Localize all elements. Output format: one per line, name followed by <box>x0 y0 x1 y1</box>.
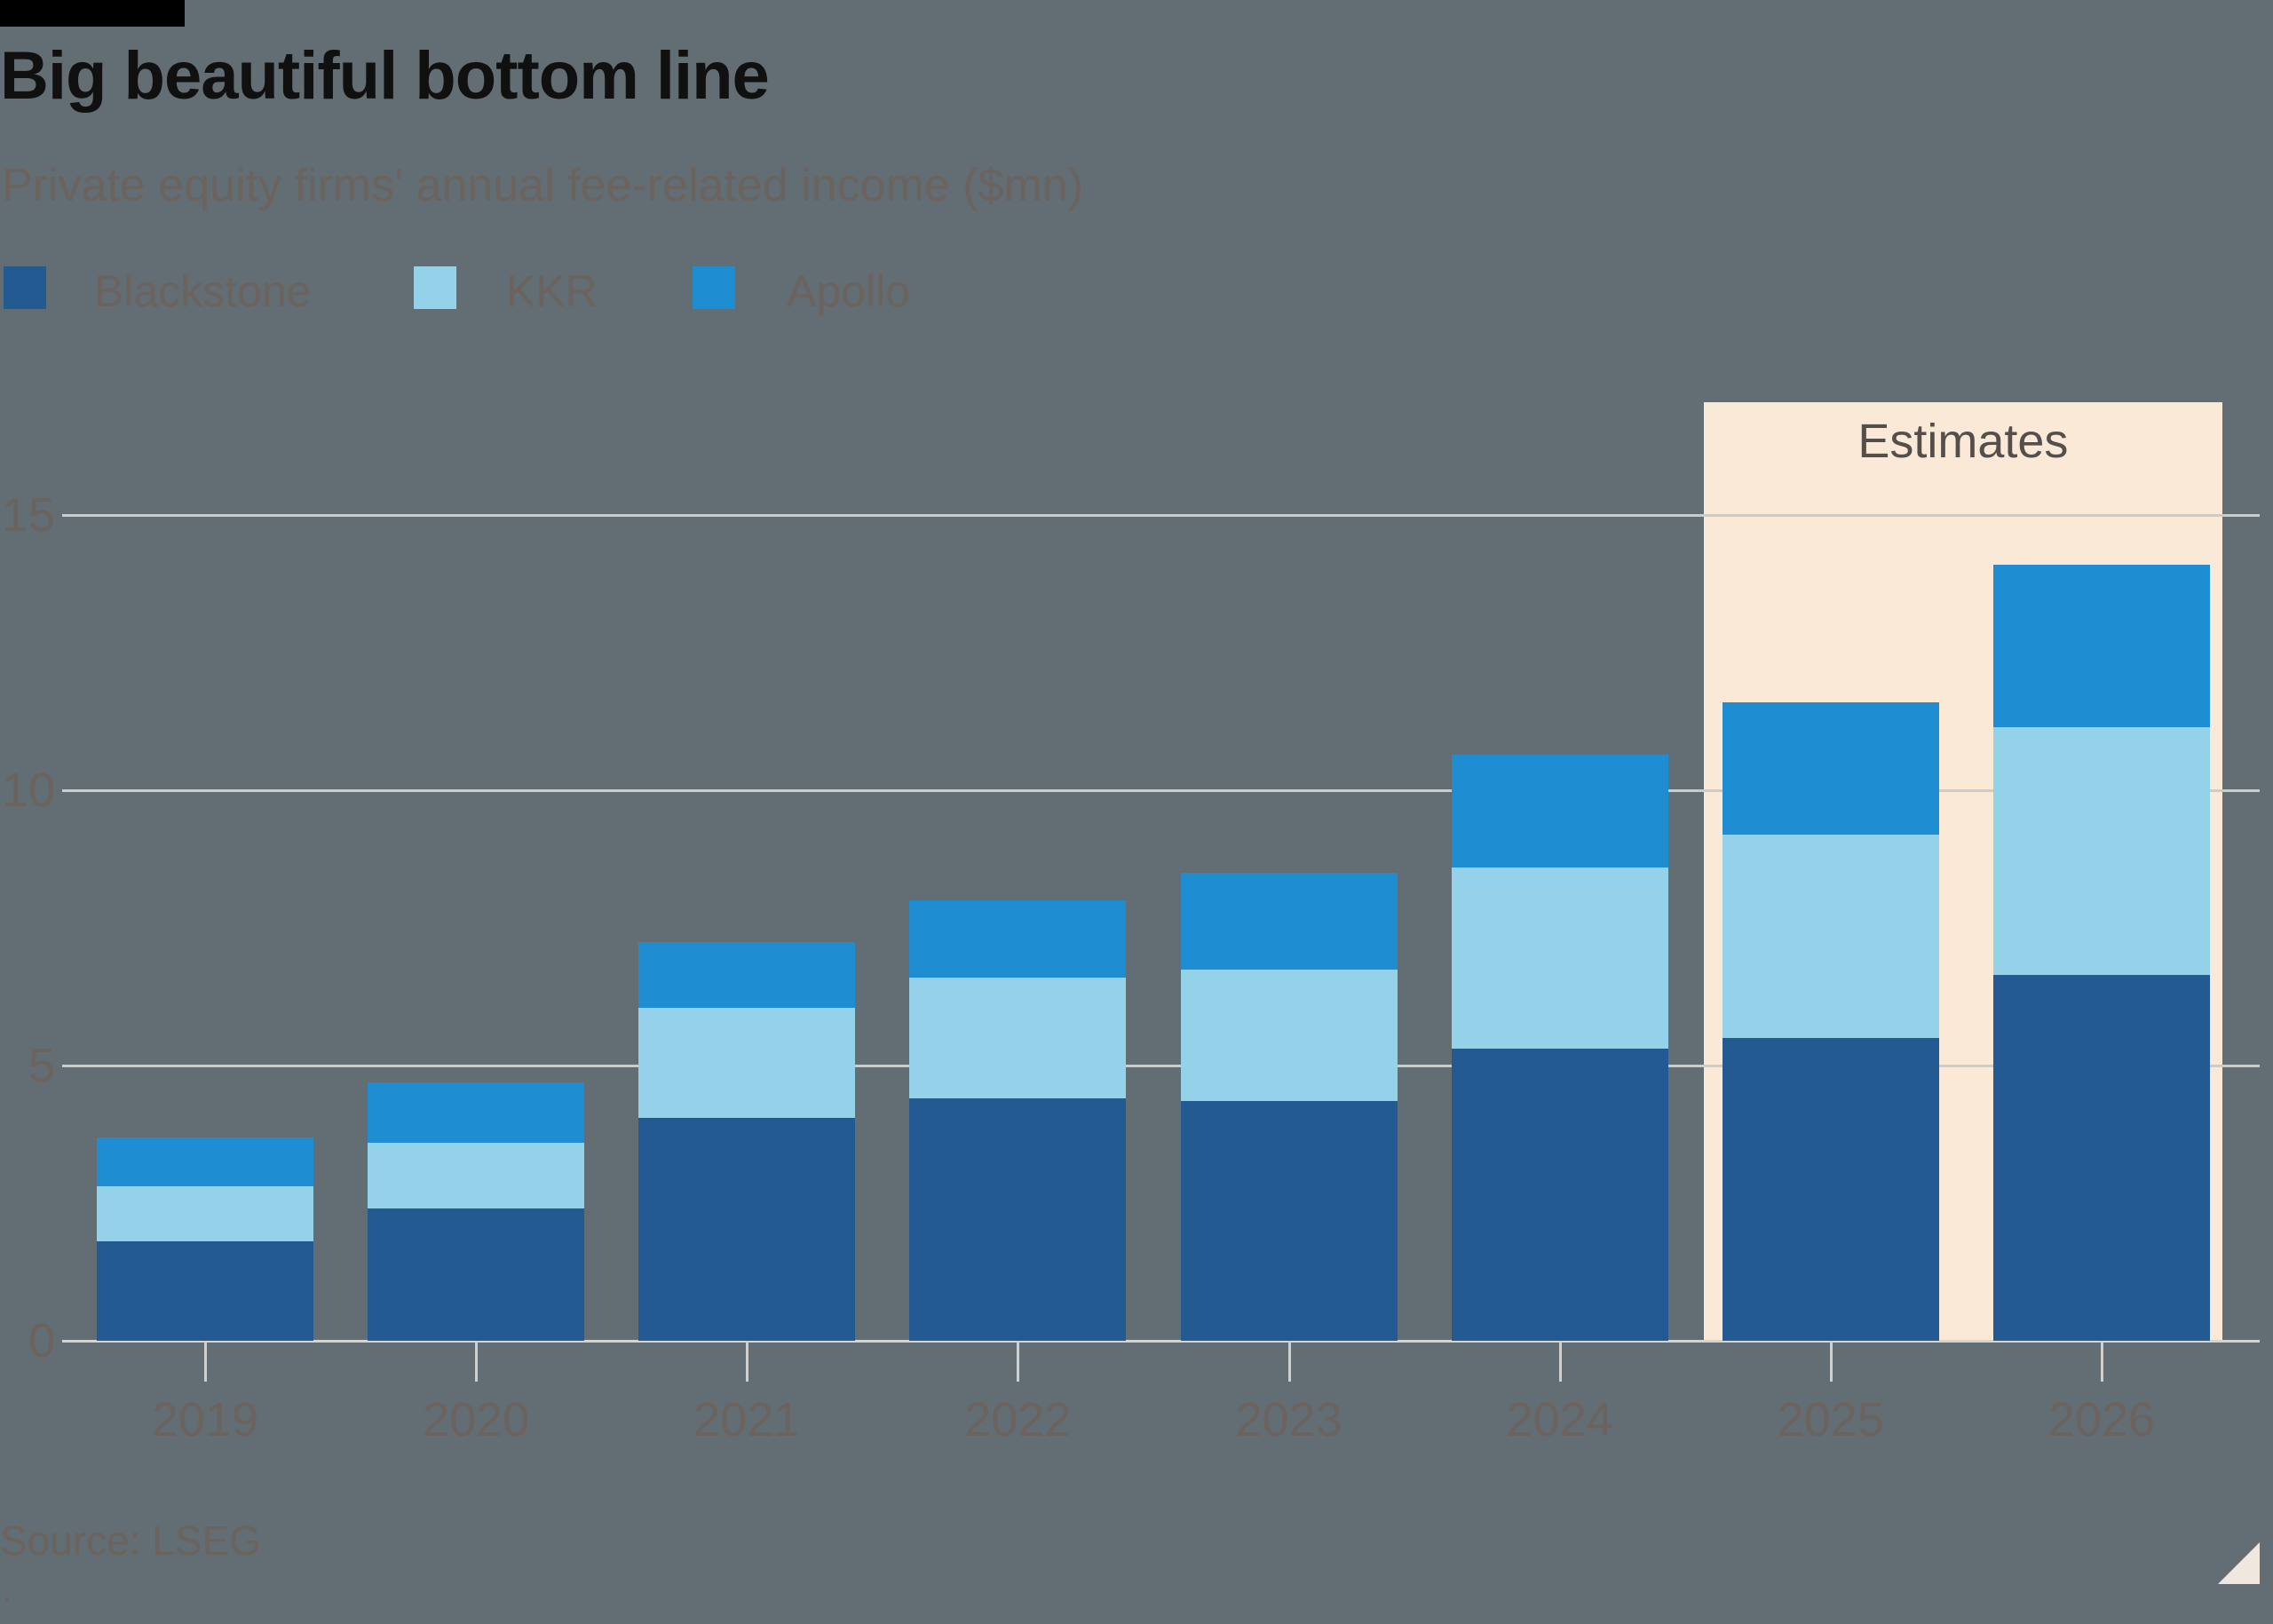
x-label-2026: 2026 <box>2047 1393 2156 1446</box>
legend: Blackstone KKR Apollo <box>0 265 1243 316</box>
x-tick-2026 <box>2100 1341 2103 1382</box>
gridline-15 <box>62 514 2260 517</box>
legend-label-blackstone: Blackstone <box>94 266 312 316</box>
x-tick-2023 <box>1287 1341 1291 1382</box>
legend-label-kkr: KKR <box>506 266 598 316</box>
chart-title: Big beautiful bottom line <box>0 38 770 114</box>
bar-segment-2024-kkr <box>1451 867 1668 1050</box>
x-label-2024: 2024 <box>1506 1393 1613 1446</box>
bar-segment-2023-apollo <box>1180 873 1398 970</box>
y-tick-label-0: 0 <box>28 1314 55 1367</box>
x-tick-2019 <box>204 1341 207 1382</box>
legend-swatch-kkr <box>414 266 456 309</box>
bar-segment-2025-apollo <box>1722 701 1939 835</box>
bar-segment-2020-apollo <box>368 1081 585 1143</box>
x-label-2021: 2021 <box>693 1393 801 1446</box>
chart-subtitle: Private equity firms' annual fee-related… <box>2 160 1084 211</box>
bar-segment-2022-apollo <box>909 900 1127 978</box>
bar-segment-2024-apollo <box>1451 754 1668 867</box>
footnote-mark: . <box>2 1567 13 1611</box>
x-tick-2025 <box>1829 1341 1833 1382</box>
x-tick-2024 <box>1558 1341 1562 1382</box>
x-label-2022: 2022 <box>964 1393 1072 1446</box>
y-tick-label-10: 10 <box>1 764 55 817</box>
bar-segment-2026-blackstone <box>1992 974 2210 1341</box>
legend-swatch-blackstone <box>4 266 46 309</box>
x-label-2025: 2025 <box>1777 1393 1884 1446</box>
estimates-label: Estimates <box>1857 415 2069 468</box>
bar-segment-2021-blackstone <box>638 1117 856 1341</box>
x-tick-2020 <box>475 1341 479 1382</box>
legend-label-apollo: Apollo <box>787 266 910 316</box>
bar-segment-2023-blackstone <box>1180 1101 1398 1341</box>
gridline-5 <box>62 1065 2260 1067</box>
gridline-0 <box>62 1340 2260 1343</box>
bar-segment-2025-blackstone <box>1722 1038 1939 1341</box>
bar-segment-2024-blackstone <box>1451 1049 1668 1341</box>
legend-swatch-apollo <box>693 266 735 309</box>
x-tick-2021 <box>746 1341 749 1382</box>
bar-segment-2022-blackstone <box>909 1098 1127 1341</box>
bar-segment-2022-kkr <box>909 977 1127 1099</box>
bar-segment-2026-apollo <box>1992 564 2210 727</box>
bar-segment-2021-apollo <box>638 941 856 1008</box>
x-tick-2022 <box>1017 1341 1020 1382</box>
bar-segment-2019-blackstone <box>97 1241 313 1341</box>
source-note: Source: LSEG <box>0 1517 262 1564</box>
ft-brand-bar <box>0 0 185 27</box>
y-tick-label-5: 5 <box>28 1039 55 1092</box>
bar-segment-2019-kkr <box>97 1186 313 1242</box>
x-label-2023: 2023 <box>1235 1393 1342 1446</box>
y-tick-label-15: 15 <box>1 488 55 542</box>
bar-segment-2023-kkr <box>1180 969 1398 1102</box>
bar-segment-2020-kkr <box>368 1142 585 1209</box>
bar-segment-2019-apollo <box>97 1137 313 1187</box>
bar-segment-2021-kkr <box>638 1007 856 1118</box>
x-label-2019: 2019 <box>151 1393 259 1446</box>
x-label-2020: 2020 <box>423 1393 530 1446</box>
bar-segment-2020-blackstone <box>368 1208 585 1341</box>
gridline-10 <box>62 789 2260 792</box>
bar-segment-2025-kkr <box>1722 834 1939 1038</box>
expand-corner-icon <box>2218 1542 2260 1584</box>
bar-segment-2026-kkr <box>1992 726 2210 975</box>
